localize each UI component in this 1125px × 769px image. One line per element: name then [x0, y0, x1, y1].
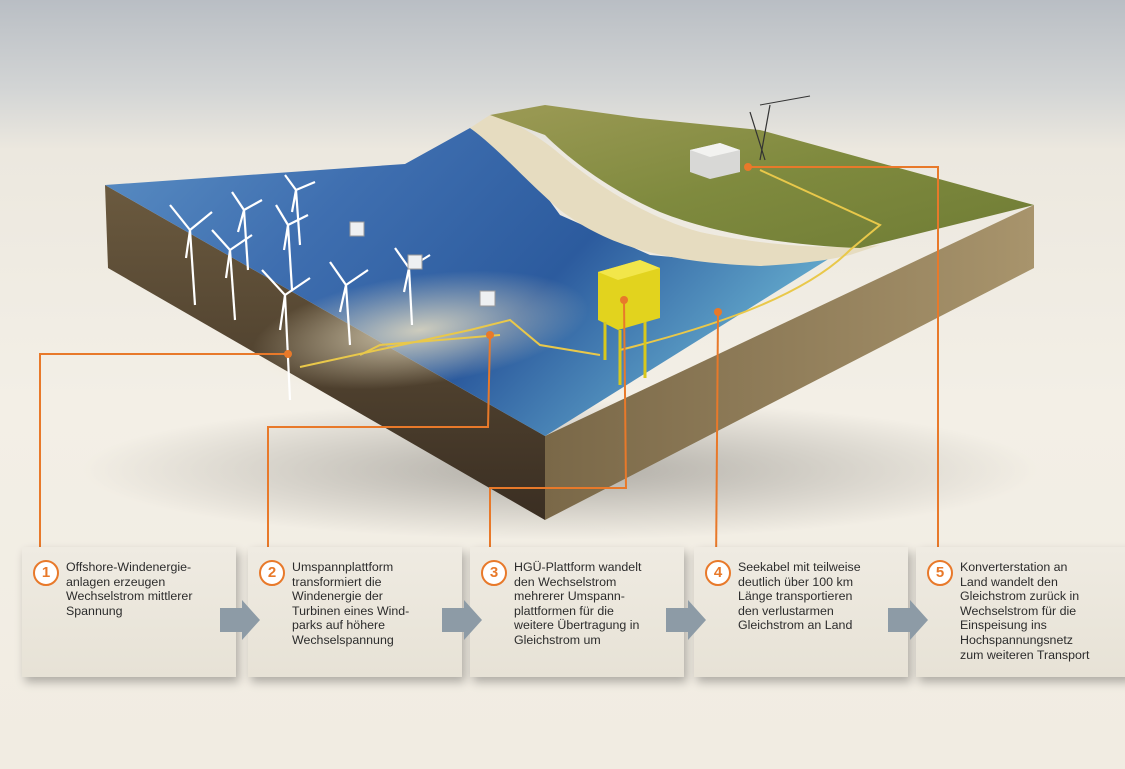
arrow-right-icon [666, 600, 706, 640]
substations [349, 221, 496, 307]
soil-side-face [545, 205, 1034, 520]
hvdc-platform [598, 260, 660, 385]
converter-station [690, 95, 811, 179]
step-1: 1 Offshore-Windenergie- anlagen erzeugen… [22, 547, 236, 677]
step-5: 5 Konverterstation an Land wandelt den G… [916, 547, 1125, 677]
leader-dots [284, 163, 752, 358]
turbine [231, 191, 263, 271]
step-4-number: 4 [705, 560, 731, 586]
step-1-number: 1 [33, 560, 59, 586]
turbine [284, 174, 316, 246]
turbine [329, 261, 369, 346]
step-2: 2 Umspannplattform transformiert die Win… [248, 547, 462, 677]
step-4-text: Seekabel mit teilweise deutlich über 100… [738, 560, 861, 633]
step-2-text: Umspannplattform transformiert die Winde… [292, 560, 410, 647]
turbine [275, 204, 309, 291]
step-2-number: 2 [259, 560, 285, 586]
step-1-text: Offshore-Windenergie- anlagen erzeugen W… [66, 560, 193, 618]
beach [470, 115, 880, 266]
arrow-right-icon [220, 600, 260, 640]
step-3-number: 3 [481, 560, 507, 586]
land-surface [490, 105, 1034, 248]
turbine [261, 269, 311, 401]
step-5-text: Konverterstation an Land wandelt den Gle… [960, 560, 1090, 662]
turbine [211, 229, 253, 321]
leader-lines [39, 166, 939, 569]
step-4: 4 Seekabel mit teilweise deutlich über 1… [694, 547, 908, 677]
step-5-number: 5 [927, 560, 953, 586]
turbine [169, 204, 213, 306]
step-3-text: HGÜ-Plattform wandelt den Wechselstrom m… [514, 560, 642, 647]
arrow-right-icon [442, 600, 482, 640]
arrow-right-icon [888, 600, 928, 640]
wind-turbines [169, 174, 431, 401]
cables [299, 169, 882, 368]
step-3: 3 HGÜ-Plattform wandelt den Wechselstrom… [470, 547, 684, 677]
